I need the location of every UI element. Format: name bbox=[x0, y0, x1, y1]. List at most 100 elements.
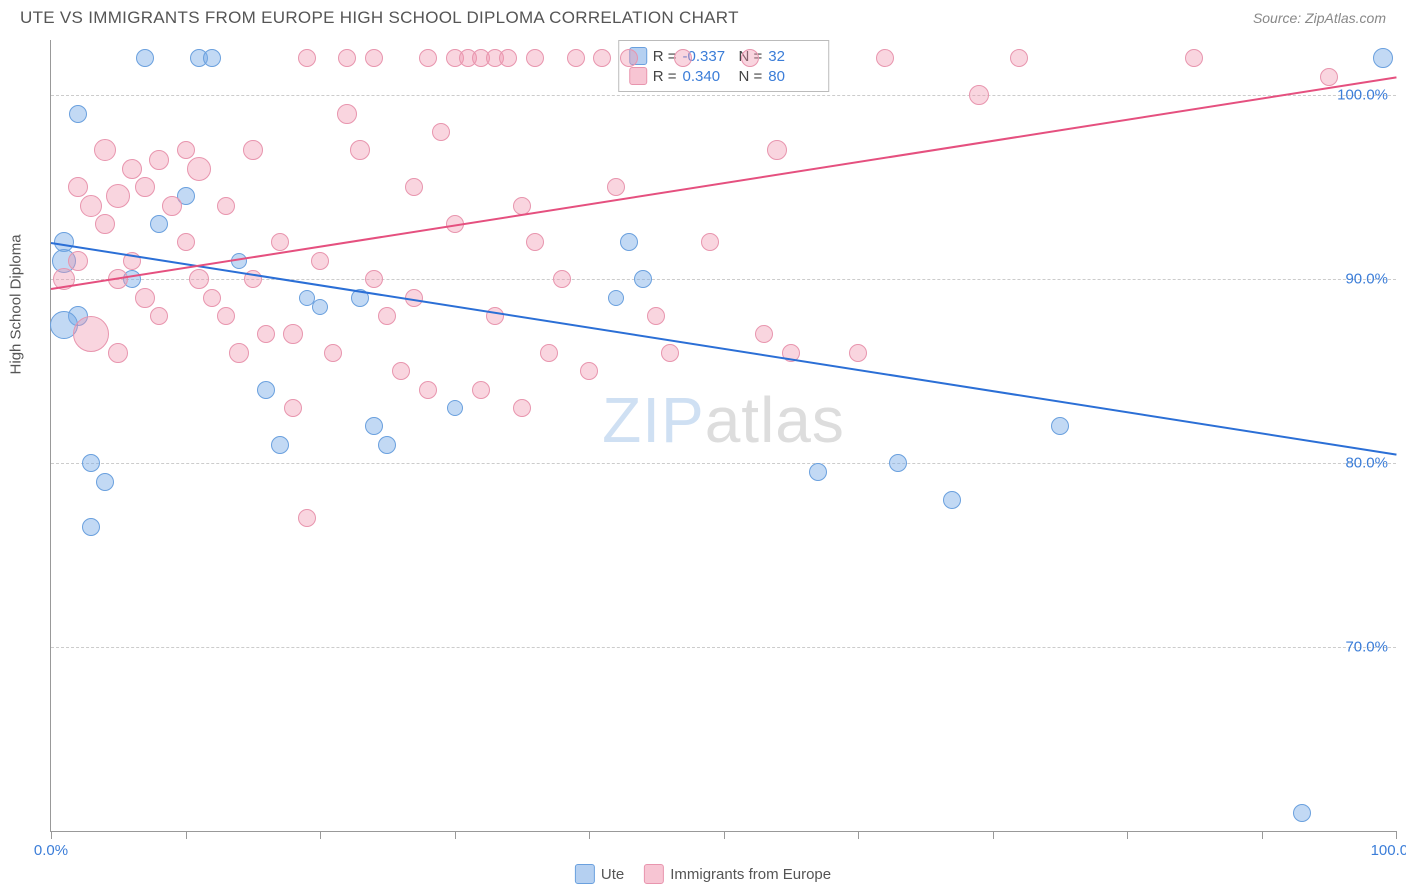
scatter-point bbox=[69, 105, 87, 123]
scatter-point bbox=[257, 325, 275, 343]
ytick-label: 80.0% bbox=[1345, 455, 1388, 472]
gridline bbox=[51, 647, 1396, 648]
y-axis-label: High School Diploma bbox=[8, 234, 25, 374]
scatter-point bbox=[943, 491, 961, 509]
scatter-point bbox=[217, 197, 235, 215]
scatter-point bbox=[620, 233, 638, 251]
legend-item: Immigrants from Europe bbox=[644, 864, 831, 884]
scatter-point bbox=[162, 196, 182, 216]
scatter-point bbox=[94, 139, 116, 161]
stat-r-label: R = bbox=[653, 68, 677, 85]
xtick bbox=[993, 831, 994, 839]
watermark: ZIPatlas bbox=[602, 383, 845, 457]
xtick bbox=[51, 831, 52, 839]
scatter-point bbox=[1051, 417, 1069, 435]
scatter-point bbox=[580, 362, 598, 380]
scatter-point bbox=[177, 233, 195, 251]
scatter-point bbox=[365, 417, 383, 435]
scatter-point bbox=[447, 400, 463, 416]
scatter-point bbox=[73, 316, 109, 352]
scatter-point bbox=[1010, 49, 1028, 67]
xtick bbox=[589, 831, 590, 839]
legend-swatch bbox=[575, 864, 595, 884]
scatter-point bbox=[95, 214, 115, 234]
xtick bbox=[320, 831, 321, 839]
scatter-point bbox=[378, 307, 396, 325]
chart-source: Source: ZipAtlas.com bbox=[1253, 10, 1386, 26]
ytick-label: 100.0% bbox=[1337, 87, 1388, 104]
scatter-point bbox=[68, 177, 88, 197]
trend-line bbox=[51, 242, 1396, 456]
scatter-point bbox=[969, 85, 989, 105]
stat-n-value: 80 bbox=[768, 68, 818, 85]
bottom-legend: Ute Immigrants from Europe bbox=[575, 864, 831, 884]
scatter-point bbox=[499, 49, 517, 67]
scatter-point bbox=[647, 307, 665, 325]
scatter-chart: High School Diploma ZIPatlas R =-0.337N … bbox=[50, 40, 1396, 832]
legend-label: Immigrants from Europe bbox=[670, 866, 831, 883]
scatter-point bbox=[365, 270, 383, 288]
scatter-point bbox=[136, 49, 154, 67]
xtick bbox=[724, 831, 725, 839]
scatter-point bbox=[567, 49, 585, 67]
legend-swatch bbox=[644, 864, 664, 884]
scatter-point bbox=[755, 325, 773, 343]
scatter-point bbox=[338, 49, 356, 67]
scatter-point bbox=[1320, 68, 1338, 86]
scatter-point bbox=[203, 49, 221, 67]
scatter-point bbox=[608, 290, 624, 306]
scatter-point bbox=[350, 140, 370, 160]
scatter-point bbox=[553, 270, 571, 288]
xtick bbox=[455, 831, 456, 839]
scatter-point bbox=[1185, 49, 1203, 67]
scatter-point bbox=[526, 49, 544, 67]
scatter-point bbox=[298, 509, 316, 527]
stats-row: R =-0.337N =32 bbox=[629, 47, 819, 65]
scatter-point bbox=[82, 518, 100, 536]
scatter-point bbox=[149, 150, 169, 170]
scatter-point bbox=[271, 233, 289, 251]
scatter-point bbox=[150, 307, 168, 325]
stats-row: R =0.340N =80 bbox=[629, 67, 819, 85]
scatter-point bbox=[122, 159, 142, 179]
scatter-point bbox=[324, 344, 342, 362]
scatter-point bbox=[177, 141, 195, 159]
scatter-point bbox=[486, 307, 504, 325]
scatter-point bbox=[419, 381, 437, 399]
xtick bbox=[1262, 831, 1263, 839]
xtick bbox=[858, 831, 859, 839]
ytick-label: 70.0% bbox=[1345, 639, 1388, 656]
scatter-point bbox=[135, 288, 155, 308]
scatter-point bbox=[405, 178, 423, 196]
scatter-point bbox=[540, 344, 558, 362]
scatter-point bbox=[876, 49, 894, 67]
xtick-label: 0.0% bbox=[34, 842, 68, 859]
legend-item: Ute bbox=[575, 864, 624, 884]
scatter-point bbox=[68, 251, 88, 271]
stats-box: R =-0.337N =32R =0.340N =80 bbox=[618, 40, 830, 92]
scatter-point bbox=[187, 157, 211, 181]
scatter-point bbox=[419, 49, 437, 67]
scatter-point bbox=[365, 49, 383, 67]
gridline bbox=[51, 463, 1396, 464]
scatter-point bbox=[809, 463, 827, 481]
scatter-point bbox=[80, 195, 102, 217]
scatter-point bbox=[607, 178, 625, 196]
watermark-zip: ZIP bbox=[602, 384, 705, 456]
scatter-point bbox=[593, 49, 611, 67]
scatter-point bbox=[392, 362, 410, 380]
scatter-point bbox=[108, 343, 128, 363]
scatter-point bbox=[674, 49, 692, 67]
scatter-point bbox=[526, 233, 544, 251]
scatter-point bbox=[634, 270, 652, 288]
scatter-point bbox=[135, 177, 155, 197]
scatter-point bbox=[96, 473, 114, 491]
watermark-atlas: atlas bbox=[705, 384, 845, 456]
scatter-point bbox=[203, 289, 221, 307]
stat-n-label: N = bbox=[739, 68, 763, 85]
scatter-point bbox=[298, 49, 316, 67]
scatter-point bbox=[432, 123, 450, 141]
scatter-point bbox=[283, 324, 303, 344]
scatter-point bbox=[1293, 804, 1311, 822]
scatter-point bbox=[311, 252, 329, 270]
